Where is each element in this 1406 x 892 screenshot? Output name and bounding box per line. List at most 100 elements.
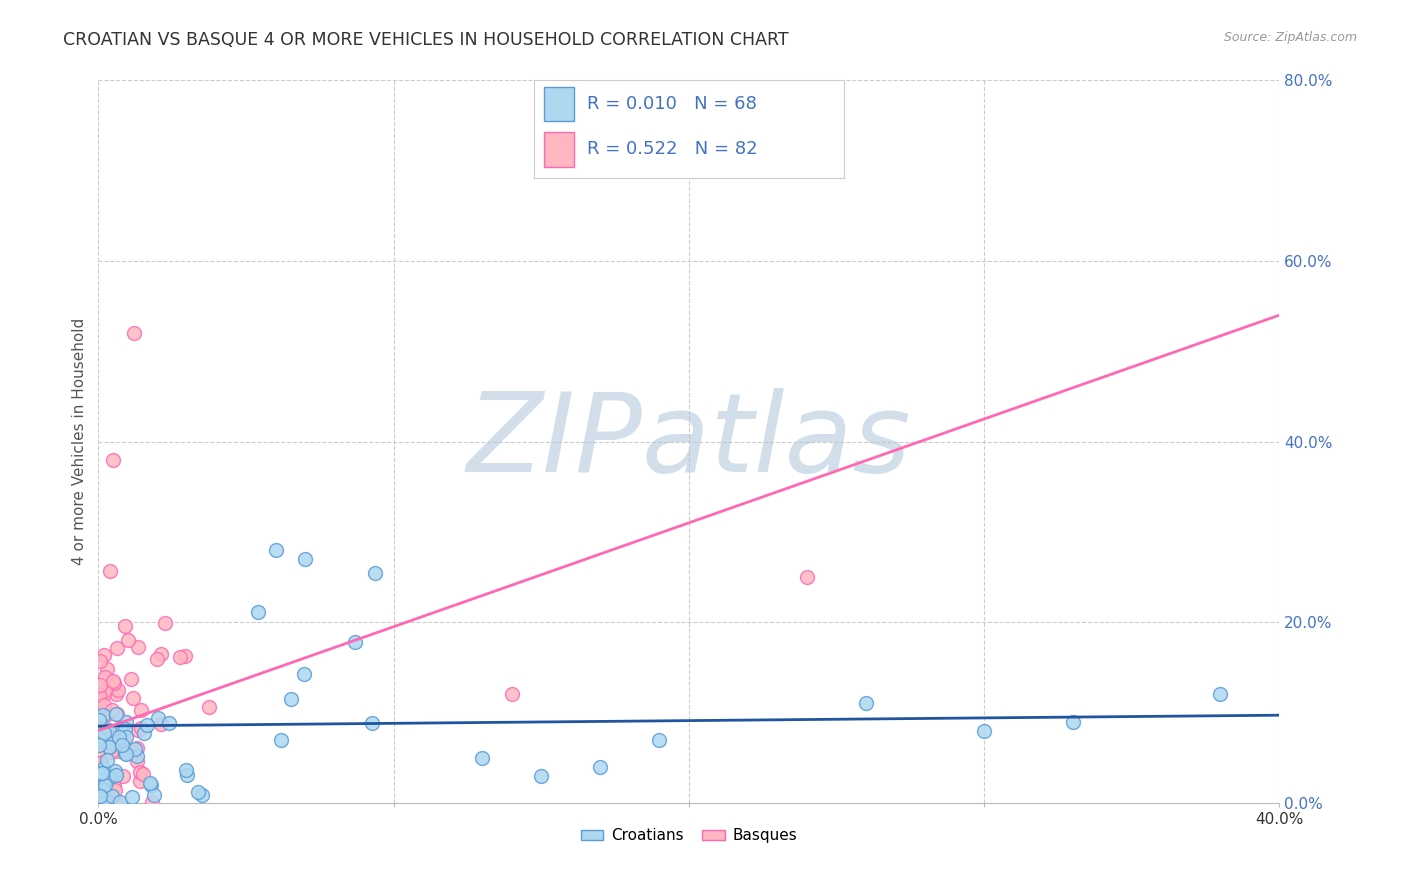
- Point: [146, 711, 169, 725]
- Point: [89, 776, 111, 790]
- Point: [108, 795, 131, 809]
- Point: [153, 616, 176, 631]
- Point: [93, 698, 115, 713]
- Point: [139, 776, 162, 790]
- Point: [173, 648, 195, 663]
- Point: [114, 714, 136, 729]
- Point: [127, 754, 149, 768]
- Point: [91, 766, 114, 780]
- Point: [93, 779, 115, 793]
- Point: [96, 728, 118, 742]
- Bar: [544, 87, 575, 121]
- Point: [96, 753, 118, 767]
- Point: [471, 750, 494, 764]
- Point: [1062, 714, 1084, 729]
- Point: [94, 778, 117, 792]
- Point: [98, 739, 121, 754]
- Point: [127, 748, 149, 763]
- Point: [131, 703, 153, 717]
- Point: [91, 783, 114, 797]
- Point: [101, 789, 124, 803]
- Point: [169, 649, 191, 664]
- Point: [114, 747, 136, 761]
- Point: [98, 739, 121, 754]
- Point: [530, 769, 553, 783]
- Point: [141, 778, 163, 792]
- Point: [280, 692, 302, 706]
- Point: [114, 618, 136, 632]
- Point: [973, 723, 995, 738]
- Point: [87, 713, 110, 727]
- Point: [247, 605, 270, 619]
- Point: [90, 765, 112, 780]
- Point: [94, 683, 117, 698]
- Point: [104, 687, 127, 701]
- Point: [97, 771, 120, 785]
- Point: [89, 678, 111, 692]
- Point: [115, 747, 138, 761]
- Point: [98, 564, 121, 578]
- Point: [89, 789, 111, 804]
- Point: [89, 693, 111, 707]
- Point: [98, 772, 121, 786]
- Point: [103, 779, 125, 793]
- Point: [89, 654, 111, 668]
- Point: [91, 796, 114, 810]
- Point: [501, 687, 523, 701]
- Point: [103, 674, 125, 689]
- Legend: Croatians, Basques: Croatians, Basques: [575, 822, 803, 849]
- Point: [122, 326, 145, 340]
- Point: [101, 703, 124, 717]
- Text: Source: ZipAtlas.com: Source: ZipAtlas.com: [1223, 31, 1357, 45]
- Point: [89, 726, 111, 740]
- Text: CROATIAN VS BASQUE 4 OR MORE VEHICLES IN HOUSEHOLD CORRELATION CHART: CROATIAN VS BASQUE 4 OR MORE VEHICLES IN…: [63, 31, 789, 49]
- Point: [87, 730, 110, 744]
- Point: [364, 566, 387, 581]
- Point: [105, 706, 128, 721]
- Text: R = 0.522   N = 82: R = 0.522 N = 82: [586, 140, 758, 159]
- Point: [124, 741, 146, 756]
- Point: [100, 745, 122, 759]
- Point: [90, 756, 112, 770]
- Point: [107, 683, 129, 698]
- Point: [125, 740, 148, 755]
- Point: [89, 731, 111, 746]
- Y-axis label: 4 or more Vehicles in Household: 4 or more Vehicles in Household: [72, 318, 87, 566]
- Point: [97, 723, 120, 738]
- Point: [129, 721, 152, 735]
- Point: [107, 743, 129, 757]
- Point: [1209, 687, 1232, 701]
- Point: [93, 648, 115, 662]
- Point: [132, 766, 155, 780]
- Point: [93, 766, 115, 780]
- Point: [174, 764, 197, 778]
- Point: [344, 635, 367, 649]
- Point: [294, 552, 316, 566]
- Point: [110, 721, 132, 735]
- Point: [121, 790, 143, 805]
- Point: [115, 730, 138, 744]
- Point: [101, 736, 124, 750]
- Point: [149, 716, 172, 731]
- Point: [146, 652, 169, 666]
- Point: [120, 673, 142, 687]
- Point: [157, 715, 180, 730]
- Point: [117, 632, 139, 647]
- Point: [270, 732, 292, 747]
- Point: [127, 640, 149, 654]
- Point: [103, 676, 125, 690]
- Point: [855, 697, 877, 711]
- Point: [141, 796, 163, 810]
- Point: [796, 570, 818, 584]
- Point: [111, 769, 134, 783]
- Point: [105, 706, 128, 721]
- Point: [142, 788, 165, 802]
- Point: [136, 718, 159, 732]
- Point: [589, 760, 612, 774]
- Point: [191, 788, 214, 802]
- Point: [103, 782, 125, 797]
- Point: [93, 796, 115, 810]
- Point: [93, 708, 115, 723]
- Point: [98, 725, 121, 739]
- Point: [648, 732, 671, 747]
